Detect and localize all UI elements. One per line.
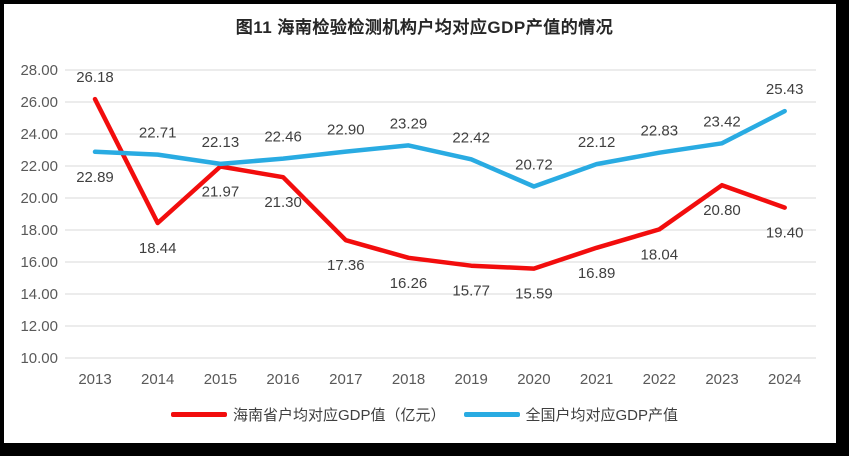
y-axis-tick-label: 20.00 [20, 190, 58, 207]
hainan-series-line [92, 96, 787, 271]
x-axis-tick-label: 2015 [204, 371, 237, 388]
y-axis-tick-label: 12.00 [20, 318, 58, 335]
data-label: 15.77 [452, 283, 490, 300]
hainan-line-swatch [170, 412, 227, 417]
y-axis-tick-label: 16.00 [20, 254, 58, 271]
data-label: 16.89 [578, 265, 616, 282]
national-series-line [92, 108, 787, 189]
data-label: 22.90 [327, 122, 365, 139]
x-axis-tick-label: 2023 [705, 371, 738, 388]
x-axis-tick-label: 2013 [78, 371, 111, 388]
data-label: 23.42 [703, 113, 741, 130]
data-label: 26.18 [76, 69, 114, 86]
x-axis-tick-label: 2017 [329, 371, 362, 388]
x-axis-tick-label: 2024 [768, 371, 801, 388]
data-label: 20.72 [515, 156, 553, 173]
x-axis-tick-label: 2019 [455, 371, 488, 388]
data-label: 22.71 [139, 125, 177, 142]
y-axis-tick-label: 18.00 [20, 222, 58, 239]
data-label: 18.44 [139, 240, 177, 257]
legend-label-hainan: 海南省户均对应GDP值（亿元） [232, 407, 446, 424]
national-line-swatch [463, 412, 520, 417]
y-axis-tick-label: 10.00 [20, 350, 58, 367]
y-axis-tick-label: 24.00 [20, 126, 58, 143]
data-label: 17.36 [327, 257, 365, 274]
legend-item-national: 全国户均对应GDP产值 [463, 404, 679, 425]
y-axis-tick-label: 26.00 [20, 94, 58, 111]
legend-item-hainan: 海南省户均对应GDP值（亿元） [170, 404, 446, 425]
x-axis-tick-label: 2022 [643, 371, 676, 388]
legend-label-national: 全国户均对应GDP产值 [525, 407, 679, 424]
legend: 海南省户均对应GDP值（亿元） 全国户均对应GDP产值 [0, 404, 849, 425]
data-label: 15.59 [515, 286, 553, 303]
data-label: 18.04 [641, 246, 679, 263]
data-label: 22.42 [452, 129, 490, 146]
x-axis-tick-label: 2016 [266, 371, 299, 388]
data-label: 20.80 [703, 202, 741, 219]
x-axis-tick-label: 2021 [580, 371, 613, 388]
data-label: 25.43 [766, 81, 804, 98]
data-label: 23.29 [390, 115, 428, 132]
data-label: 21.97 [202, 183, 240, 200]
data-label: 22.12 [578, 134, 616, 151]
x-axis-tick-label: 2014 [141, 371, 174, 388]
data-label: 19.40 [766, 225, 804, 242]
data-label: 22.13 [202, 134, 240, 151]
chart-canvas [4, 4, 836, 443]
data-label: 21.30 [264, 194, 302, 211]
y-axis-tick-label: 28.00 [20, 62, 58, 79]
y-axis-tick-label: 14.00 [20, 286, 58, 303]
data-label: 16.26 [390, 275, 428, 292]
x-axis-tick-label: 2018 [392, 371, 425, 388]
x-axis-tick-label: 2020 [517, 371, 550, 388]
y-axis-tick-label: 22.00 [20, 158, 58, 175]
data-label: 22.89 [76, 169, 114, 186]
data-label: 22.46 [264, 129, 302, 146]
data-label: 22.83 [641, 123, 679, 140]
chart-title: 图11 海南检验检测机构户均对应GDP产值的情况 [235, 18, 614, 37]
